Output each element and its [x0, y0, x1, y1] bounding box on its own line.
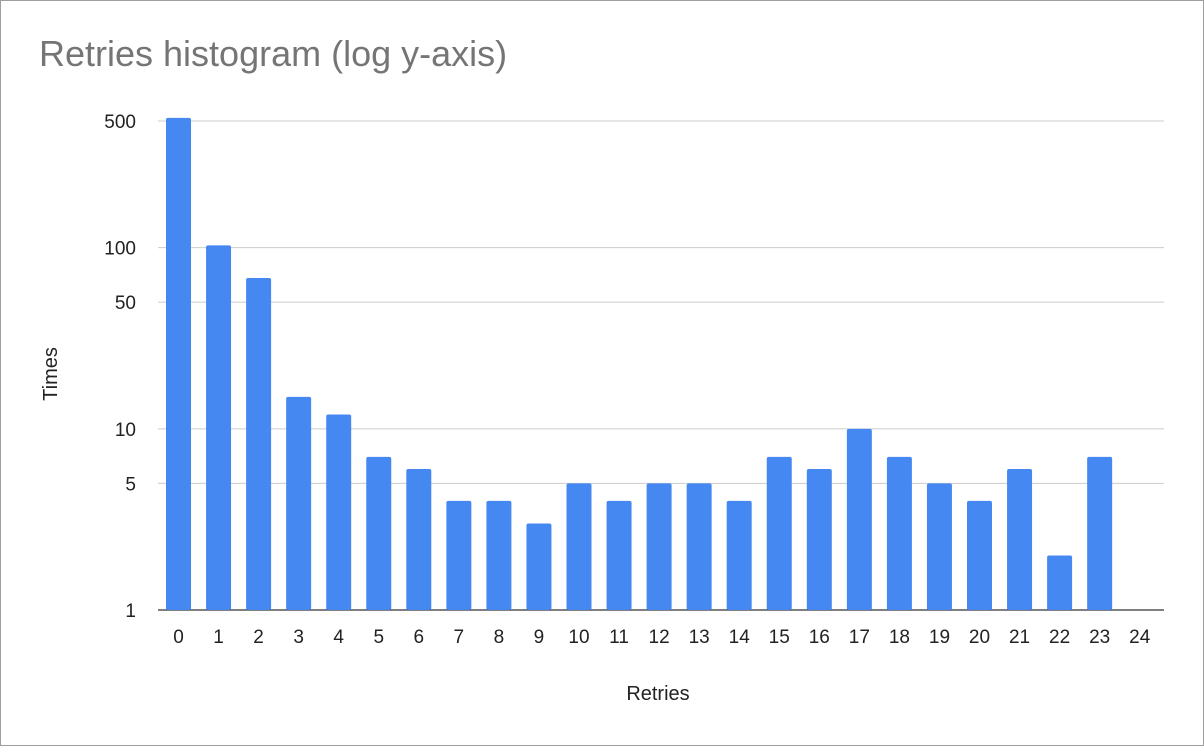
x-tick-label: 19 [929, 627, 950, 648]
x-tick-label: 2 [253, 627, 264, 648]
x-tick-label: 22 [1049, 627, 1070, 648]
x-axis-title: Retries [626, 683, 689, 705]
bar-6 [406, 469, 432, 610]
chart-title: Retries histogram (log y-axis) [39, 33, 508, 74]
x-tick-label: 3 [293, 627, 304, 648]
bar-2 [246, 277, 272, 610]
x-tick-label: 5 [373, 627, 384, 648]
x-tick-label: 15 [769, 627, 790, 648]
x-tick-label: 20 [969, 627, 990, 648]
bar-22 [1047, 555, 1073, 610]
bar-8 [486, 500, 512, 610]
x-tick-label: 1 [213, 627, 224, 648]
x-tick-label: 17 [849, 627, 870, 648]
x-tick-label: 13 [689, 627, 710, 648]
y-tick-labels: 1 5 10 50 100 500 [104, 112, 136, 622]
bar-15 [766, 456, 792, 610]
x-tick-label: 18 [889, 627, 910, 648]
x-tick-label: 10 [568, 627, 589, 648]
y-tick-label: 10 [115, 420, 136, 441]
bar-0 [166, 117, 191, 611]
bar-5 [366, 456, 392, 610]
x-tick-label: 0 [173, 627, 184, 648]
y-tick-label: 500 [104, 112, 136, 133]
y-tick-label: 100 [104, 239, 136, 260]
x-tick-label: 16 [809, 627, 830, 648]
x-tick-label: 21 [1009, 627, 1030, 648]
x-tick-label: 12 [649, 627, 670, 648]
x-tick-label: 11 [609, 627, 629, 648]
bar-13 [686, 483, 712, 610]
x-tick-label: 8 [494, 627, 505, 648]
x-tick-label: 24 [1129, 627, 1151, 648]
bar-11 [606, 500, 632, 610]
bar-7 [446, 500, 472, 610]
x-tick-label: 14 [729, 627, 751, 648]
bar-9 [526, 523, 552, 610]
bar-17 [846, 428, 872, 610]
bar-4 [326, 414, 352, 610]
bar-3 [286, 396, 312, 610]
bar-18 [886, 456, 912, 610]
y-axis-title: Times [40, 347, 62, 401]
x-tick-label: 4 [333, 627, 344, 648]
bar-20 [967, 500, 992, 610]
bar-16 [806, 469, 832, 610]
y-tick-label: 1 [125, 601, 136, 622]
y-tick-label: 50 [115, 293, 136, 314]
x-tick-labels: 0 1 2 3 4 5 6 7 8 9 10 11 12 13 14 15 16 17 18 19 20 21 22 23 24 [173, 627, 1150, 648]
bar-21 [1007, 469, 1033, 610]
x-tick-label: 6 [414, 627, 425, 648]
bar-19 [926, 483, 952, 610]
bar-10 [566, 483, 592, 610]
bars [166, 117, 1113, 611]
bar-14 [726, 500, 752, 610]
x-tick-label: 23 [1089, 627, 1110, 648]
y-tick-label: 5 [125, 474, 136, 495]
bar-1 [206, 245, 232, 610]
x-tick-label: 7 [454, 627, 465, 648]
x-tick-label: 9 [534, 627, 545, 648]
bar-12 [646, 483, 672, 610]
bar-23 [1087, 456, 1113, 610]
